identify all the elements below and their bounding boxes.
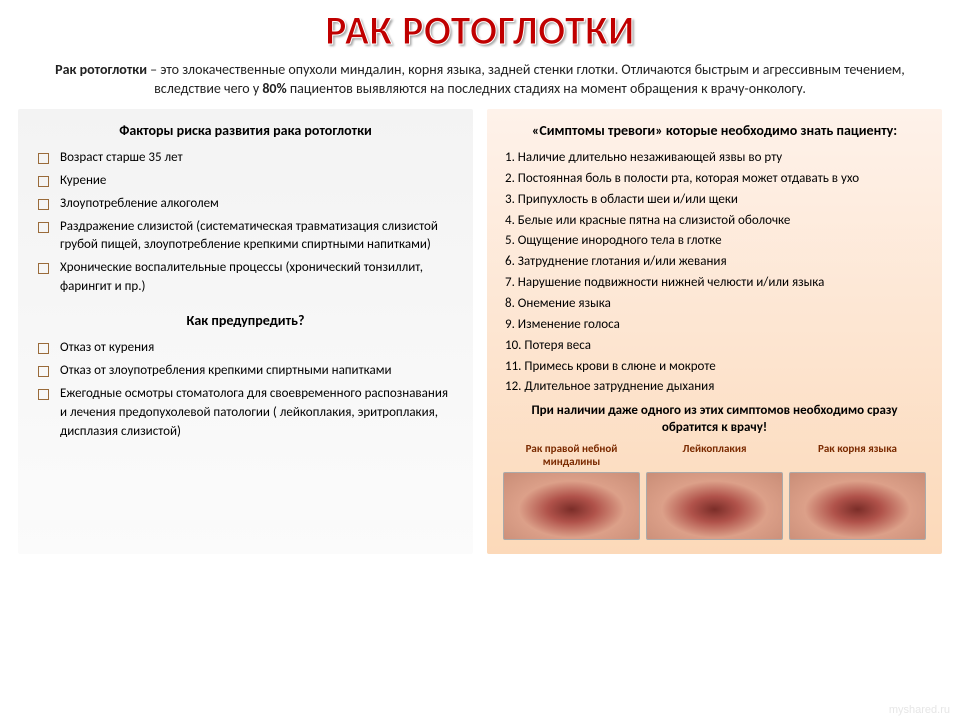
image-col: Рак правой небной миндалины (503, 443, 640, 540)
call-to-action: При наличии даже одного из этих симптомо… (503, 403, 926, 437)
clinical-photo (789, 472, 926, 540)
list-item: 11. Примесь крови в слюне и мокроте (505, 358, 926, 377)
risk-heading: Факторы риска развития рака ротоглотки (34, 121, 457, 141)
right-panel: «Симптомы тревоги» которые необходимо зн… (487, 109, 942, 554)
list-item: Отказ от злоупотребления крепкими спиртн… (38, 362, 457, 381)
clinical-photo (503, 472, 640, 540)
image-label: Рак правой небной миндалины (503, 443, 640, 469)
list-item: Раздражение слизистой (систематическая т… (38, 218, 457, 256)
list-item: Отказ от курения (38, 339, 457, 358)
list-item: 9. Изменение голоса (505, 316, 926, 335)
list-item: 5. Ощущение инородного тела в глотке (505, 232, 926, 251)
intro-suffix: пациентов выявляются на последних стадия… (287, 80, 806, 97)
left-panel: Факторы риска развития рака ротоглотки В… (18, 109, 473, 554)
list-item: 6. Затруднение глотания и/или жевания (505, 253, 926, 272)
list-item: 1. Наличие длительно незаживающей язвы в… (505, 149, 926, 168)
footer-watermark: myshared.ru (889, 704, 950, 716)
clinical-photo (646, 472, 783, 540)
page-title: РАК РОТОГЛОТКИ (0, 0, 960, 55)
risk-list: Возраст старше 35 лет Курение Злоупотреб… (34, 149, 457, 297)
image-label: Рак корня языка (789, 443, 926, 469)
list-item: Хронические воспалительные процессы (хро… (38, 259, 457, 297)
image-col: Рак корня языка (789, 443, 926, 540)
list-item: 12. Длительное затруднение дыхания (505, 378, 926, 397)
list-item: 10. Потеря веса (505, 337, 926, 356)
image-row: Рак правой небной миндалины Лейкоплакия … (503, 443, 926, 540)
image-label: Лейкоплакия (646, 443, 783, 469)
intro-term: Рак ротоглотки (55, 61, 147, 78)
list-item: 2. Постоянная боль в полости рта, котора… (505, 170, 926, 189)
list-item: 4. Белые или красные пятна на слизистой … (505, 212, 926, 231)
list-item: Ежегодные осмотры стоматолога для своевр… (38, 385, 457, 442)
prevention-heading: Как предупредить? (34, 311, 457, 331)
symptoms-heading: «Симптомы тревоги» которые необходимо зн… (503, 121, 926, 141)
list-item: 7. Нарушение подвижности нижней челюсти … (505, 274, 926, 293)
list-item: 3. Припухлость в области шеи и/или щеки (505, 191, 926, 210)
two-column-layout: Факторы риска развития рака ротоглотки В… (0, 109, 960, 554)
prevention-list: Отказ от курения Отказ от злоупотреблени… (34, 339, 457, 441)
list-item: Злоупотребление алкоголем (38, 195, 457, 214)
list-item: Курение (38, 172, 457, 191)
list-item: 8. Онемение языка (505, 295, 926, 314)
intro-pct: 80% (262, 80, 286, 97)
intro-text: Рак ротоглотки – это злокачественные опу… (0, 55, 960, 109)
symptoms-list: 1. Наличие длительно незаживающей язвы в… (503, 149, 926, 397)
list-item: Возраст старше 35 лет (38, 149, 457, 168)
image-col: Лейкоплакия (646, 443, 783, 540)
